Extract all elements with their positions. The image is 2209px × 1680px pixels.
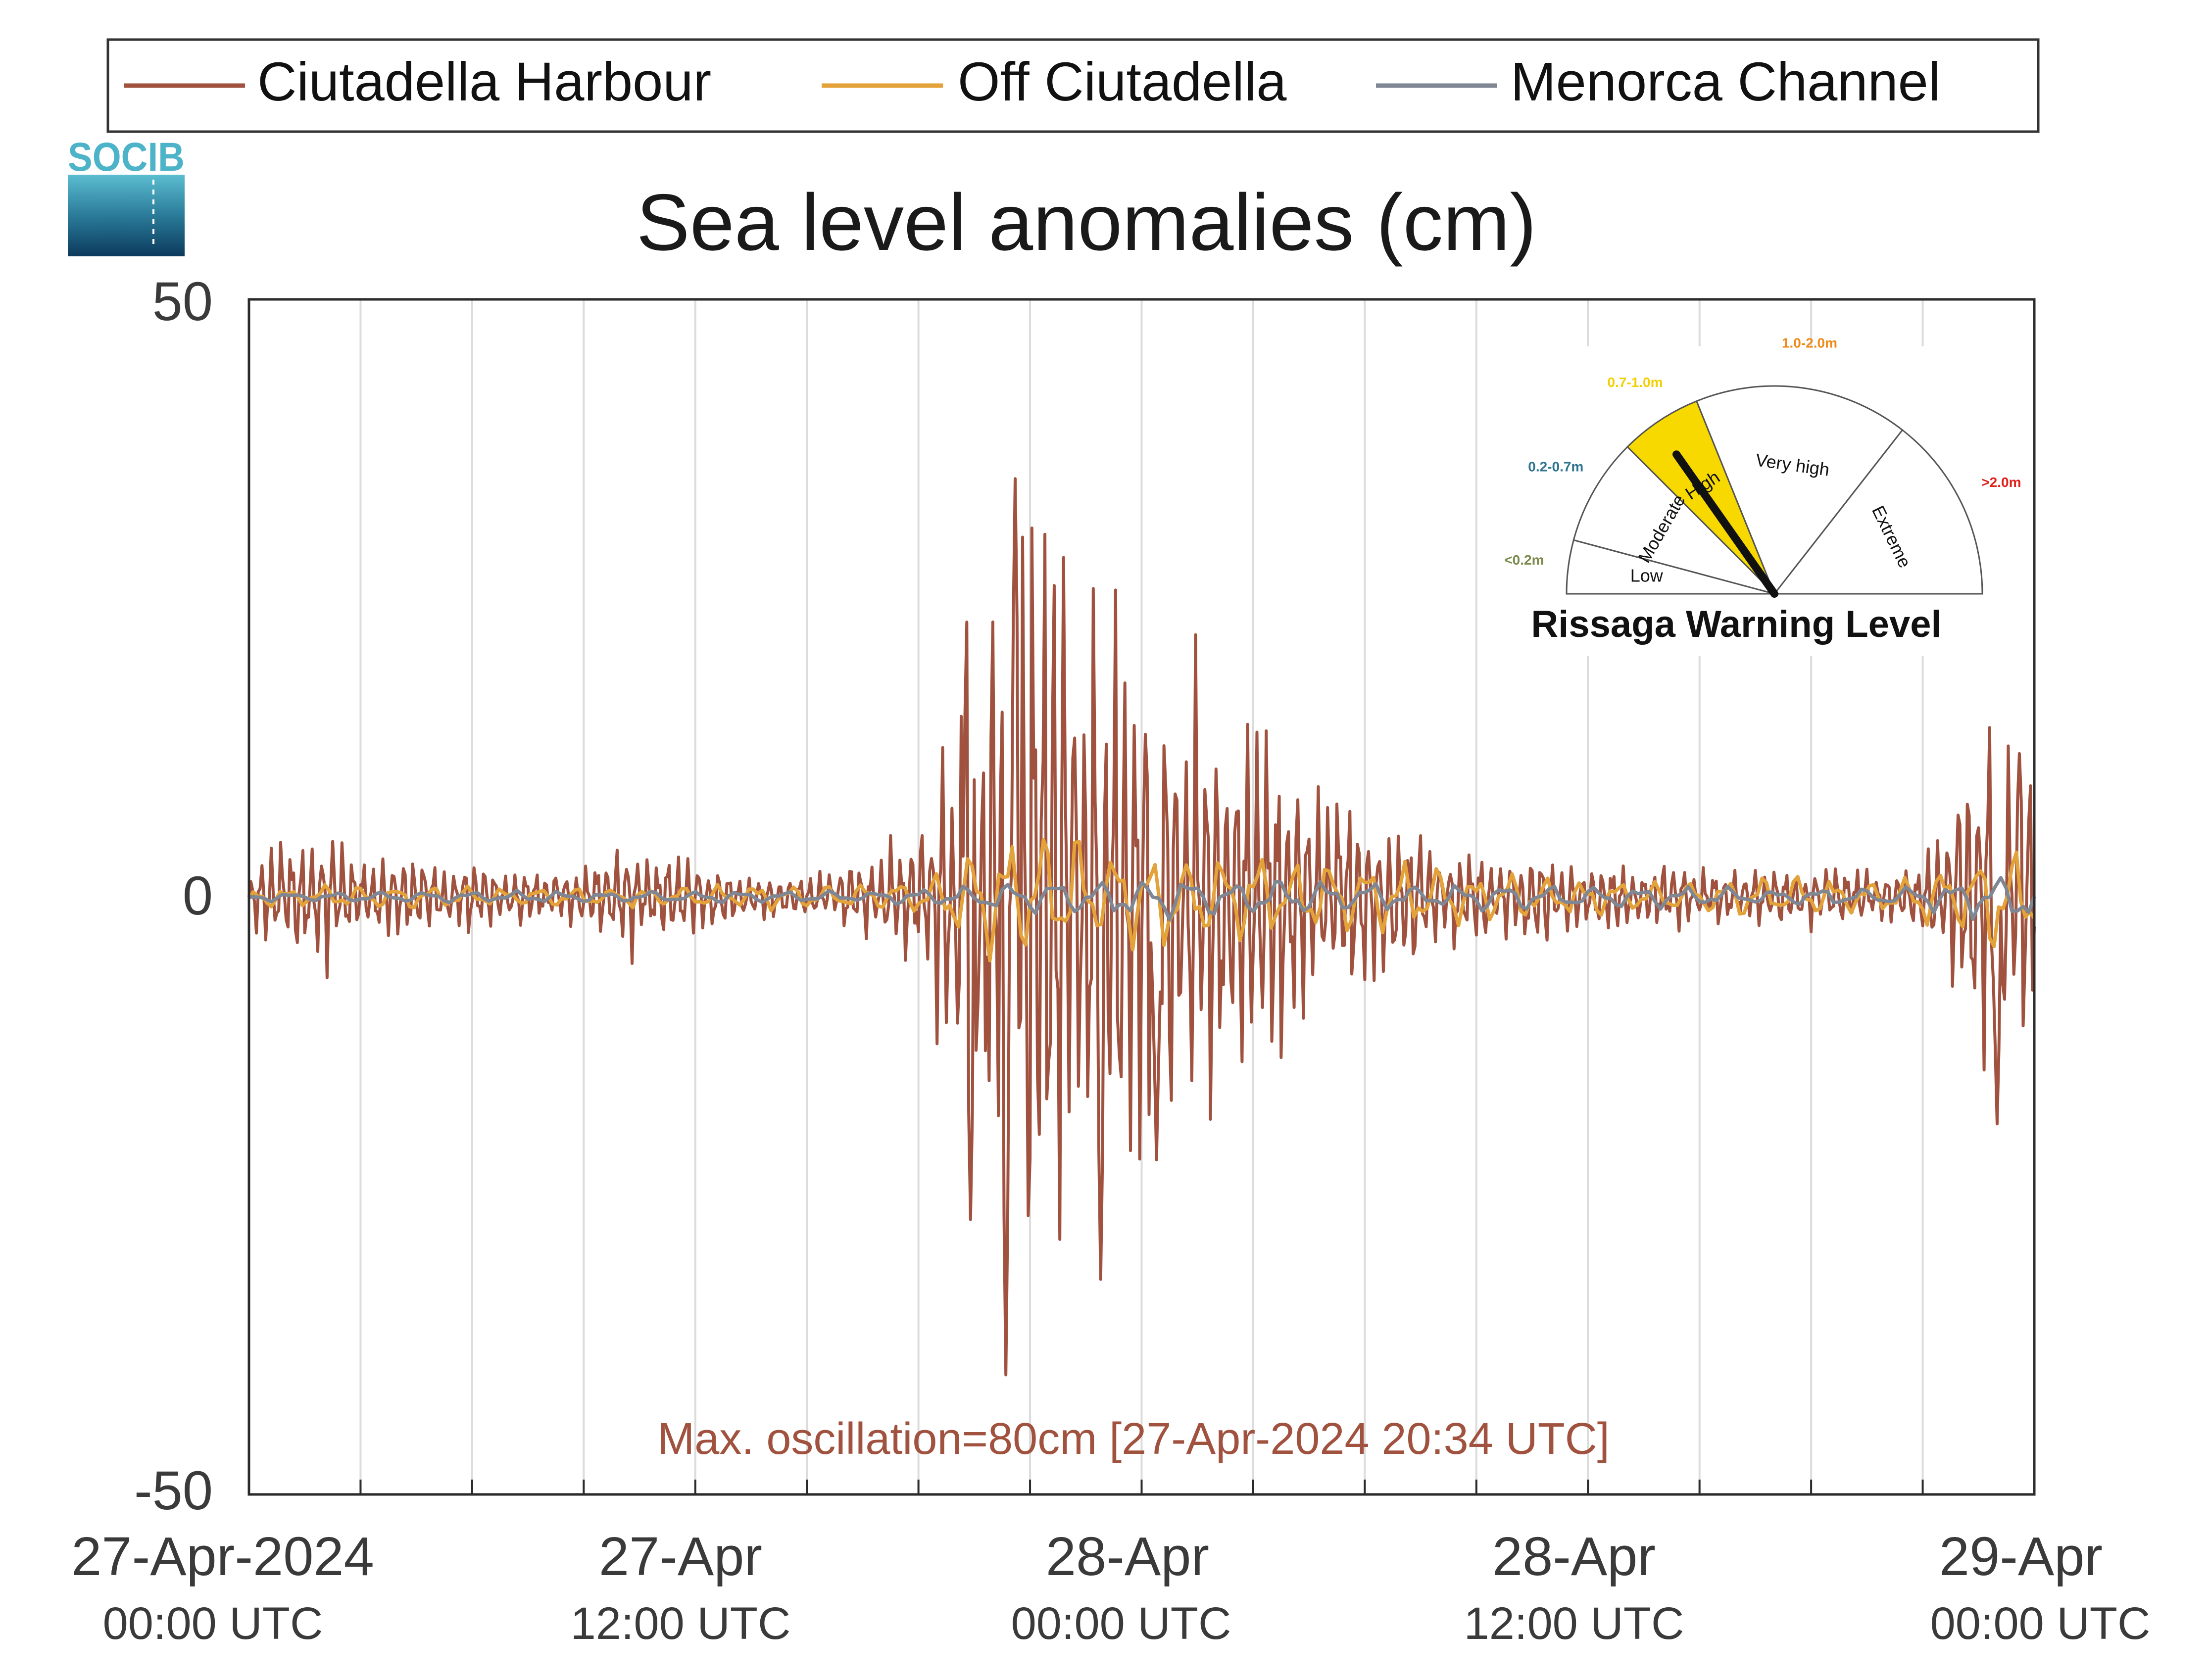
legend-label-menorca-channel: Menorca Channel: [1511, 51, 1940, 112]
x-tick-date-12: 27-Apr: [599, 1526, 762, 1587]
x-ticks: [359, 1480, 1924, 1494]
x-tick-date-36: 28-Apr: [1492, 1526, 1656, 1587]
x-tick-time-12: 12:00 UTC: [571, 1598, 791, 1649]
x-axis-labels: 27-Apr-2024 00:00 UTC 27-Apr 12:00 UTC 2…: [71, 1526, 2150, 1649]
legend-label-off-ciutadella: Off Ciutadella: [958, 51, 1287, 112]
gauge-sector-moderate: [1572, 445, 1777, 595]
gauge-range-label: 1.0-2.0m: [1782, 335, 1837, 350]
y-tick-label-0: 0: [183, 865, 213, 926]
legend-item-off-ciutadella: Off Ciutadella: [822, 51, 1287, 112]
gauge-sector-extreme: [1772, 429, 1983, 595]
gauge-range-label: >2.0m: [1981, 475, 2021, 490]
chart-title: Sea level anomalies (cm): [637, 178, 1537, 267]
max-oscillation-annotation: Max. oscillation=80cm [27-Apr-2024 20:34…: [657, 1414, 1609, 1464]
series-layer: [247, 477, 2036, 1377]
x-tick-date-0: 27-Apr-2024: [71, 1526, 374, 1587]
y-tick-label-neg50: -50: [134, 1460, 213, 1521]
gauge-range-label: 0.2-0.7m: [1528, 459, 1583, 474]
x-tick-time-36: 12:00 UTC: [1464, 1598, 1684, 1649]
x-tick-date-48: 29-Apr: [1939, 1526, 2103, 1587]
socib-logo-text: SOCIB: [68, 135, 185, 180]
series-line-menorca-channel: [248, 876, 2036, 921]
gauge-title: Rissaga Warning Level: [1531, 603, 1941, 645]
legend-box: [106, 38, 2040, 133]
x-tick-time-48: 00:00 UTC: [1930, 1598, 2151, 1649]
legend: Ciutadella Harbour Off Ciutadella Menorc…: [106, 38, 2040, 133]
y-axis: -50 0 50: [134, 271, 213, 1521]
gauge-range-label: 0.7-1.0m: [1607, 375, 1663, 390]
gauge-sectors: [1566, 385, 1983, 595]
x-tick-date-24: 28-Apr: [1046, 1526, 1209, 1587]
y-tick-label-50: 50: [152, 271, 213, 332]
gauge-range-label: <0.2m: [1504, 552, 1544, 568]
gauge-level-label: Low: [1630, 566, 1664, 586]
legend-label-ciutadella-harbour: Ciutadella Harbour: [257, 51, 711, 112]
gauge-needle: [1672, 450, 1778, 598]
socib-logo-wave: [68, 175, 185, 256]
gauge-range-labels: <0.2m 0.2-0.7m 0.7-1.0m 1.0-2.0m >2.0m: [1504, 335, 2021, 567]
x-tick-time-0: 00:00 UTC: [103, 1598, 323, 1649]
x-tick-time-24: 00:00 UTC: [1011, 1598, 1231, 1649]
gauge-sector-very-high: [1695, 385, 1904, 595]
socib-logo: SOCIB: [68, 135, 185, 256]
legend-item-ciutadella-harbour: Ciutadella Harbour: [124, 51, 711, 112]
legend-item-menorca-channel: Menorca Channel: [1376, 51, 1940, 112]
plot-frame: [247, 298, 2036, 1496]
